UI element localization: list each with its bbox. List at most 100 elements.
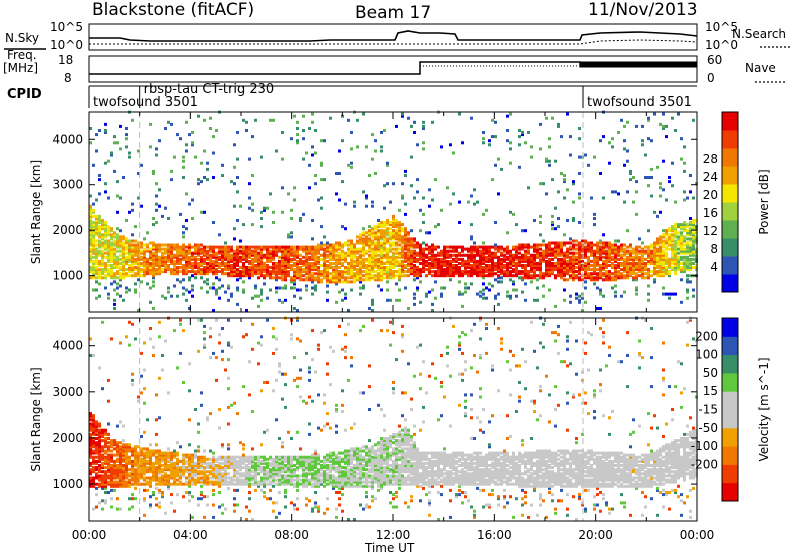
data-cell [164, 262, 167, 265]
data-cell [188, 461, 191, 465]
data-cell [302, 270, 305, 274]
data-cell [335, 270, 338, 274]
data-cell [479, 268, 482, 272]
data-cell [497, 292, 500, 296]
data-cell [395, 221, 398, 224]
data-cell [119, 268, 122, 272]
data-cell [599, 290, 602, 294]
data-cell [134, 480, 137, 484]
data-cell [371, 133, 374, 137]
data-cell [92, 214, 95, 218]
data-cell [620, 257, 623, 261]
colorbar-tick-5: 24 [703, 170, 718, 184]
data-cell [671, 247, 674, 251]
data-cell [365, 239, 368, 243]
data-cell [338, 255, 341, 259]
data-cell [659, 186, 662, 190]
data-cell [416, 178, 419, 182]
data-cell [158, 249, 161, 253]
data-cell [644, 245, 647, 249]
data-cell [203, 345, 206, 349]
data-cell [686, 223, 689, 227]
data-cell [209, 470, 212, 474]
nsearch-label: N.Search [732, 27, 786, 41]
data-cell [266, 206, 269, 210]
data-cell [569, 294, 572, 298]
data-cell [617, 257, 620, 261]
data-cell [290, 276, 293, 280]
data-cell [410, 259, 413, 263]
data-cell [506, 266, 509, 269]
data-cell [407, 259, 410, 263]
data-cell [371, 227, 374, 231]
data-cell [164, 466, 167, 470]
data-cell [134, 225, 137, 229]
data-cell [692, 196, 695, 200]
data-cell [608, 278, 611, 282]
data-cell [299, 217, 302, 220]
data-cell [611, 243, 614, 247]
data-cell [506, 245, 509, 249]
data-cell [398, 221, 401, 224]
data-cell [593, 272, 596, 276]
data-cell [89, 439, 92, 443]
data-cell [326, 290, 329, 294]
data-cell [302, 157, 305, 161]
data-cell [347, 268, 350, 272]
data-cell [92, 432, 95, 436]
data-cell [608, 270, 611, 274]
data-cell [584, 247, 587, 251]
data-cell [662, 127, 665, 130]
data-cell [674, 243, 677, 247]
data-cell [308, 270, 311, 274]
data-cell [494, 253, 497, 257]
data-cell [212, 247, 215, 251]
data-cell [125, 445, 128, 449]
data-cell [155, 476, 158, 480]
data-cell [158, 451, 161, 455]
data-cell [473, 257, 476, 261]
data-cell [98, 239, 101, 243]
data-cell [338, 149, 341, 153]
data-cell [386, 288, 389, 292]
data-cell [569, 251, 572, 255]
data-cell [650, 251, 653, 255]
data-cell [596, 264, 599, 267]
data-cell [665, 251, 668, 255]
data-cell [314, 182, 317, 186]
data-cell [572, 257, 575, 261]
data-cell [122, 457, 125, 461]
data-cell [137, 255, 140, 259]
data-cell [515, 264, 518, 267]
data-cell [290, 247, 293, 251]
data-cell [131, 497, 134, 501]
data-cell [569, 259, 572, 263]
data-cell [584, 253, 587, 257]
data-cell [335, 264, 338, 267]
data-cell [215, 253, 218, 257]
data-cell [611, 264, 614, 267]
data-cell [647, 253, 650, 257]
data-cell [545, 249, 548, 253]
data-cell [194, 270, 197, 274]
data-cell [386, 247, 389, 251]
data-cell [410, 257, 413, 261]
data-cell [437, 257, 440, 261]
data-cell [284, 268, 287, 272]
data-cell [218, 408, 221, 411]
data-cell [392, 241, 395, 245]
data-cell [689, 251, 692, 255]
data-cell [437, 266, 440, 269]
data-cell [596, 247, 599, 251]
data-cell [317, 251, 320, 255]
data-cell [212, 503, 215, 507]
data-cell [578, 257, 581, 261]
data-cell [260, 274, 263, 278]
data-cell [494, 135, 497, 139]
data-cell [101, 259, 104, 263]
data-cell [173, 455, 176, 459]
data-cell [425, 264, 428, 267]
data-cell [260, 245, 263, 249]
data-cell [683, 198, 686, 202]
data-cell [158, 464, 161, 467]
